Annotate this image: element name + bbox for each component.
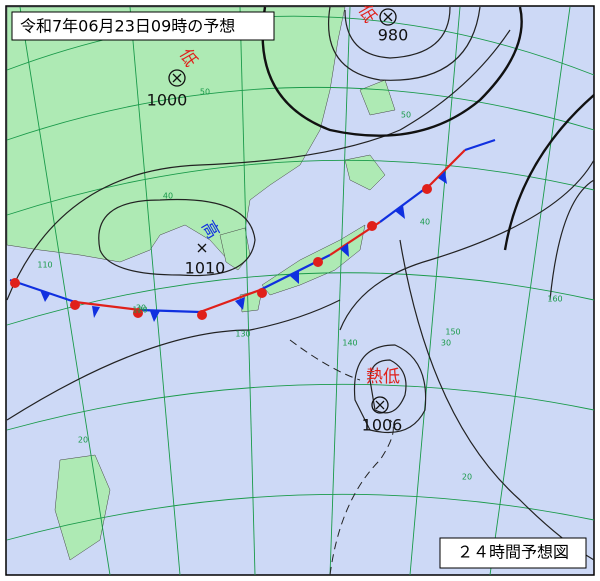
system-pressure: 1010 <box>185 259 226 278</box>
center-marker <box>379 8 397 26</box>
title-box <box>11 11 275 41</box>
grid-label: 40 <box>163 192 173 201</box>
system-pressure: 980 <box>378 26 409 45</box>
grid-label: 30 <box>441 339 451 348</box>
footer-box <box>439 537 587 569</box>
grid-label: 20 <box>78 436 88 445</box>
grid-label: 150 <box>445 328 460 337</box>
grid-label: 30 <box>136 304 146 313</box>
grid-label: 140 <box>342 339 357 348</box>
center-cross <box>172 73 182 83</box>
title: 令和7年06月23日09時の予想 <box>20 17 235 36</box>
front-symbols <box>10 171 447 322</box>
center-cross <box>383 12 393 22</box>
center-cross <box>375 400 385 410</box>
isobars <box>6 6 595 576</box>
grid-label: 160 <box>547 295 562 304</box>
grid-label: 50 <box>200 88 210 97</box>
system-pressure: 1000 <box>147 91 188 110</box>
grid-label: 50 <box>401 111 411 120</box>
center-cross <box>197 243 207 253</box>
grid-label: 110 <box>37 261 52 270</box>
system-pressure: 1006 <box>362 416 403 435</box>
grid-label: 120 <box>132 306 147 315</box>
system-kind: 熱低 <box>366 367 400 387</box>
footer: ２４時間予想図 <box>457 543 569 562</box>
center-marker <box>168 69 186 87</box>
philippines <box>54 454 111 561</box>
center-marker <box>371 396 389 414</box>
grid-label: 40 <box>420 218 430 227</box>
grid-label: 20 <box>462 473 472 482</box>
grid-label: 130 <box>235 330 250 339</box>
